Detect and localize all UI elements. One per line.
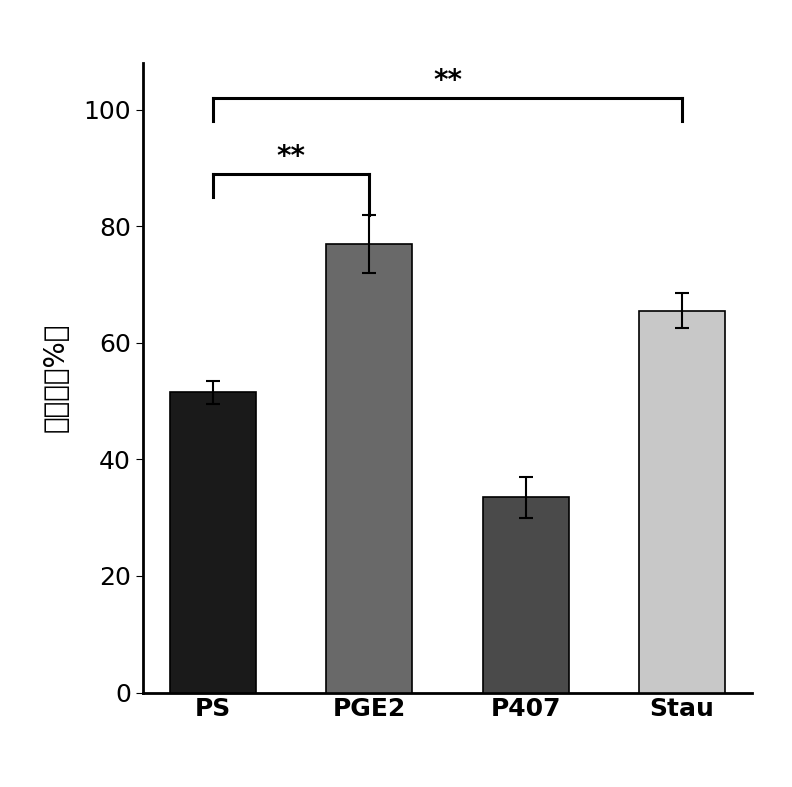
Bar [326,244,413,693]
Text: **: ** [433,67,462,95]
Y-axis label: 转染率（%）: 转染率（%） [41,323,69,432]
Bar [482,497,569,693]
Bar [639,311,725,693]
Text: **: ** [277,142,306,171]
Bar [170,393,256,693]
